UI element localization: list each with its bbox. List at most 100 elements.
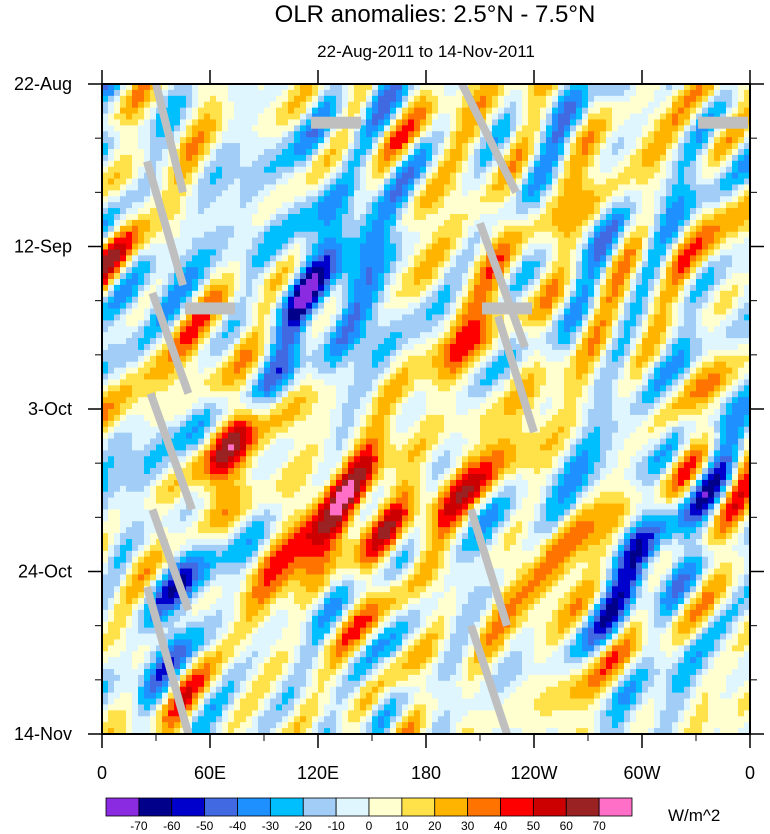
heatmap-cell: [726, 84, 733, 91]
heatmap-cell: [612, 184, 619, 191]
heatmap-cell: [186, 326, 193, 333]
heatmap-cell: [288, 113, 295, 121]
heatmap-cell: [318, 101, 325, 109]
heatmap-cell: [678, 320, 685, 327]
heatmap-cell: [420, 344, 427, 351]
heatmap-cell: [282, 243, 289, 251]
heatmap-cell: [504, 137, 511, 144]
heatmap-cell: [234, 320, 241, 327]
heatmap-cell: [426, 243, 433, 251]
heatmap-cell: [558, 84, 565, 91]
heatmap-cell: [630, 302, 637, 310]
heatmap-cell: [624, 308, 631, 316]
heatmap-cell: [690, 267, 697, 274]
heatmap-cell: [204, 143, 211, 150]
heatmap-cell: [282, 344, 289, 351]
heatmap-cell: [450, 320, 457, 327]
heatmap-cell: [510, 119, 517, 126]
heatmap-cell: [306, 214, 313, 221]
heatmap-cell: [684, 160, 691, 168]
heatmap-cell: [420, 166, 427, 174]
heatmap-cell: [186, 89, 193, 97]
heatmap-cell: [216, 231, 223, 239]
heatmap-cell: [276, 219, 283, 227]
heatmap-cell: [606, 237, 613, 245]
heatmap-cell: [504, 219, 511, 227]
heatmap-cell: [282, 166, 289, 174]
heatmap-cell: [480, 273, 487, 280]
heatmap-cell: [636, 314, 643, 321]
heatmap-cell: [696, 166, 703, 174]
heatmap-cell: [546, 84, 553, 91]
heatmap-cell: [576, 190, 583, 197]
heatmap-cell: [216, 119, 223, 126]
heatmap-cell: [294, 125, 301, 132]
heatmap-cell: [240, 202, 247, 209]
heatmap-cell: [102, 95, 109, 103]
heatmap-cell: [288, 154, 295, 162]
heatmap-cell: [414, 225, 421, 233]
heatmap-cell: [132, 302, 139, 310]
heatmap-cell: [642, 196, 649, 203]
heatmap-cell: [510, 143, 517, 150]
heatmap-cell: [414, 125, 421, 132]
heatmap-cell: [186, 267, 193, 274]
heatmap-cell: [414, 338, 421, 345]
heatmap-cell: [462, 184, 469, 191]
heatmap-cell: [390, 178, 397, 186]
heatmap-cell: [240, 279, 247, 286]
heatmap-cell: [192, 296, 199, 304]
heatmap-cell: [246, 143, 253, 150]
heatmap-cell: [630, 178, 637, 186]
heatmap-cell: [684, 166, 691, 174]
heatmap-cell: [360, 267, 367, 274]
heatmap-cell: [660, 349, 667, 357]
heatmap-cell: [234, 95, 241, 103]
heatmap-cell: [192, 208, 199, 215]
heatmap-cell: [168, 296, 175, 304]
heatmap-cell: [192, 160, 199, 168]
heatmap-cell: [204, 237, 211, 245]
heatmap-cell: [480, 143, 487, 150]
heatmap-cell: [636, 273, 643, 280]
heatmap-cell: [432, 219, 439, 227]
heatmap-cell: [672, 225, 679, 233]
heatmap-cell: [222, 255, 229, 262]
heatmap-cell: [468, 308, 475, 316]
heatmap-cell: [366, 131, 373, 138]
heatmap-cell: [168, 166, 175, 174]
heatmap-cell: [396, 290, 403, 298]
heatmap-cell: [462, 166, 469, 174]
heatmap-cell: [354, 261, 361, 268]
heatmap-cell: [306, 267, 313, 274]
heatmap-cell: [180, 219, 187, 227]
heatmap-cell: [642, 149, 649, 156]
heatmap-cell: [498, 208, 505, 215]
heatmap-cell: [510, 149, 517, 156]
heatmap-cell: [618, 172, 625, 180]
heatmap-cell: [144, 231, 151, 239]
heatmap-cell: [306, 178, 313, 186]
heatmap-cell: [168, 320, 175, 327]
heatmap-cell: [696, 143, 703, 150]
heatmap-cell: [684, 107, 691, 115]
heatmap-cell: [708, 214, 715, 221]
heatmap-cell: [348, 326, 355, 333]
heatmap-cell: [372, 219, 379, 227]
heatmap-cell: [744, 219, 750, 227]
heatmap-cell: [246, 290, 253, 298]
heatmap-cell: [138, 160, 145, 168]
heatmap-cell: [546, 190, 553, 197]
heatmap-cell: [372, 302, 379, 310]
heatmap-cell: [144, 219, 151, 227]
heatmap-cell: [222, 349, 229, 357]
heatmap-cell: [114, 296, 121, 304]
heatmap-cell: [150, 261, 157, 268]
heatmap-cell: [684, 131, 691, 138]
heatmap-cell: [396, 326, 403, 333]
heatmap-cell: [150, 320, 157, 327]
heatmap-cell: [594, 154, 601, 162]
heatmap-cell: [138, 172, 145, 180]
heatmap-cell: [222, 261, 229, 268]
heatmap-cell: [192, 326, 199, 333]
